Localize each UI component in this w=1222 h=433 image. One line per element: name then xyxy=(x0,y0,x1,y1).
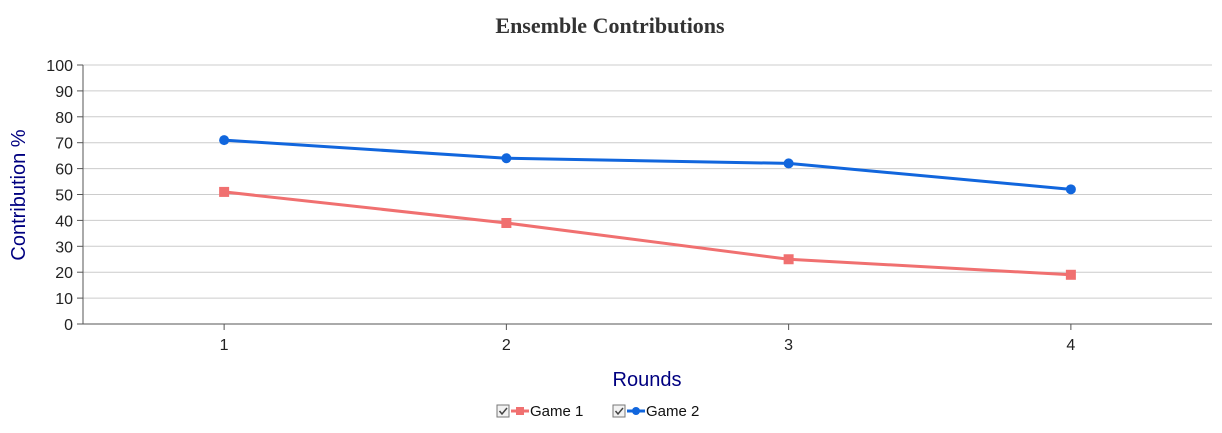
legend-item[interactable]: Game 1 xyxy=(496,403,583,420)
data-point[interactable] xyxy=(219,186,230,197)
gridlines xyxy=(83,64,1212,299)
chart-title: Ensemble Contributions xyxy=(495,13,725,38)
series xyxy=(219,135,1076,280)
y-tick-label: 70 xyxy=(55,136,73,153)
x-tick-label: 1 xyxy=(220,337,229,354)
series-1 xyxy=(219,186,1076,280)
y-tick-label: 10 xyxy=(55,291,73,308)
legend-marker xyxy=(632,407,640,415)
data-point[interactable] xyxy=(1065,184,1076,195)
x-axis-ticks: 1 2 3 4 xyxy=(220,324,1075,354)
legend-item[interactable]: Game 2 xyxy=(612,403,699,420)
data-point[interactable] xyxy=(219,135,230,146)
check-icon xyxy=(614,407,624,416)
legend-marker xyxy=(516,407,524,415)
y-tick-label: 30 xyxy=(55,239,73,256)
data-point[interactable] xyxy=(501,153,512,164)
legend: Game 1 Game 2 xyxy=(496,403,699,420)
data-point[interactable] xyxy=(501,217,512,228)
check-icon xyxy=(498,407,508,416)
y-tick-label: 100 xyxy=(46,58,73,75)
x-tick-label: 4 xyxy=(1066,337,1075,354)
y-tick-label: 90 xyxy=(55,84,73,101)
legend-label: Game 2 xyxy=(646,403,699,420)
y-tick-label: 80 xyxy=(55,110,73,127)
series-2 xyxy=(219,135,1076,195)
y-tick-label: 40 xyxy=(55,213,73,230)
y-axis-ticks: 0 10 20 30 40 50 60 70 80 90 100 xyxy=(46,58,83,334)
x-axis-title: Rounds xyxy=(613,369,682,391)
series-line xyxy=(224,138,1072,191)
legend-checkbox[interactable] xyxy=(612,404,626,418)
data-point[interactable] xyxy=(1065,269,1076,280)
y-tick-label: 50 xyxy=(55,188,73,205)
legend-checkbox[interactable] xyxy=(496,404,510,418)
y-tick-label: 20 xyxy=(55,265,73,282)
legend-label: Game 1 xyxy=(530,403,583,420)
x-tick-label: 2 xyxy=(502,337,511,354)
y-axis-title: Contribution % xyxy=(8,129,30,260)
series-line xyxy=(223,190,1071,277)
x-tick-label: 3 xyxy=(784,337,793,354)
data-point[interactable] xyxy=(783,158,794,169)
data-point[interactable] xyxy=(783,254,794,265)
y-tick-label: 0 xyxy=(64,317,73,334)
y-tick-label: 60 xyxy=(55,162,73,179)
